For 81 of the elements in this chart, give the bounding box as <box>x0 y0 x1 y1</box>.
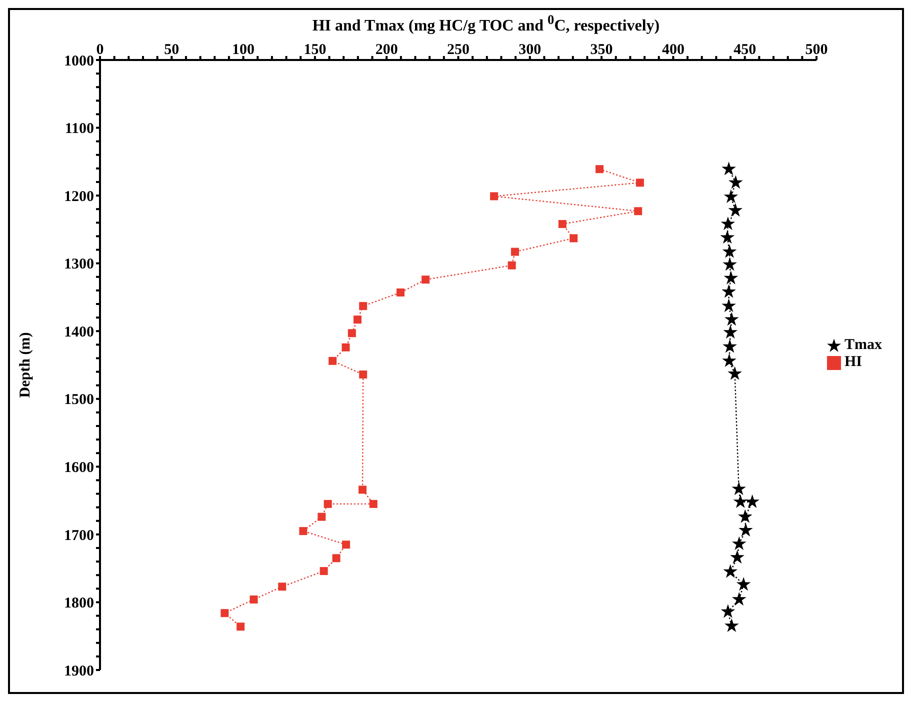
x-tick-label: 450 <box>734 42 756 58</box>
point <box>490 192 498 200</box>
point <box>728 202 743 217</box>
point <box>738 522 753 536</box>
x-tick-label: 200 <box>375 42 398 58</box>
point <box>278 582 286 591</box>
y-tick-label: 1900 <box>64 663 94 680</box>
point <box>722 353 736 368</box>
point <box>722 339 737 353</box>
y-tick-label: 1500 <box>64 392 94 408</box>
point <box>250 596 258 604</box>
point <box>722 244 737 258</box>
point <box>318 512 326 521</box>
point <box>728 366 742 380</box>
x-axis-title: HI and Tmax (mg HC/g TOC and $^{0}$C, respectively) <box>311 12 661 36</box>
point <box>720 216 736 230</box>
point <box>396 288 404 296</box>
point <box>736 577 751 591</box>
x-tick-label: 350 <box>590 42 613 58</box>
point <box>354 316 362 324</box>
legend-label: HI <box>844 354 862 370</box>
point <box>722 162 736 176</box>
point <box>730 550 744 564</box>
point <box>745 494 760 508</box>
point <box>724 270 738 284</box>
point <box>570 234 578 242</box>
y-axis-title: Depth (m) <box>17 332 34 398</box>
x-tick-label: 300 <box>518 42 542 58</box>
y-tick-label: 1400 <box>64 324 94 340</box>
point <box>348 329 356 338</box>
point <box>369 500 378 508</box>
point <box>720 230 735 244</box>
point <box>324 500 332 508</box>
point <box>728 175 743 189</box>
point <box>220 609 229 618</box>
point <box>358 486 367 494</box>
point <box>724 312 739 326</box>
point <box>422 276 430 284</box>
point <box>236 622 245 631</box>
point <box>724 189 738 204</box>
point <box>596 165 604 174</box>
point <box>732 536 746 550</box>
y-tick-label: 1700 <box>64 528 94 544</box>
y-tick-label: 1600 <box>64 460 94 476</box>
x-tick-label: 500 <box>805 42 828 58</box>
legend-label: Tmax <box>844 337 882 353</box>
point <box>359 302 368 310</box>
point <box>558 220 566 228</box>
y-tick-label: 1800 <box>64 596 94 612</box>
point <box>510 248 519 256</box>
point <box>732 481 746 496</box>
point <box>722 257 737 271</box>
x-tick-label: 400 <box>662 42 684 58</box>
point <box>299 527 308 536</box>
y-tick-label: 1300 <box>64 256 94 273</box>
x-tick-label: 0 <box>96 42 104 58</box>
x-tick-label: 150 <box>304 42 326 58</box>
y-tick-label: 1200 <box>64 188 94 205</box>
y-tick-label: 1100 <box>64 121 94 138</box>
point <box>342 343 350 352</box>
point <box>342 540 350 549</box>
point <box>732 592 746 606</box>
x-tick-label: 250 <box>447 42 470 58</box>
point <box>733 494 748 508</box>
point <box>738 509 752 523</box>
point <box>634 207 642 216</box>
point <box>722 284 736 298</box>
point <box>722 298 736 312</box>
point <box>724 618 739 632</box>
point <box>328 356 337 365</box>
x-tick-label: 100 <box>232 42 255 58</box>
point <box>723 564 738 578</box>
point <box>720 604 736 618</box>
point <box>508 261 516 270</box>
x-tick-label: 50 <box>164 42 180 58</box>
y-tick-label: 1000 <box>64 53 94 70</box>
point <box>320 567 328 576</box>
point <box>332 554 340 562</box>
point <box>359 370 368 378</box>
point <box>723 324 738 339</box>
point <box>636 178 644 187</box>
